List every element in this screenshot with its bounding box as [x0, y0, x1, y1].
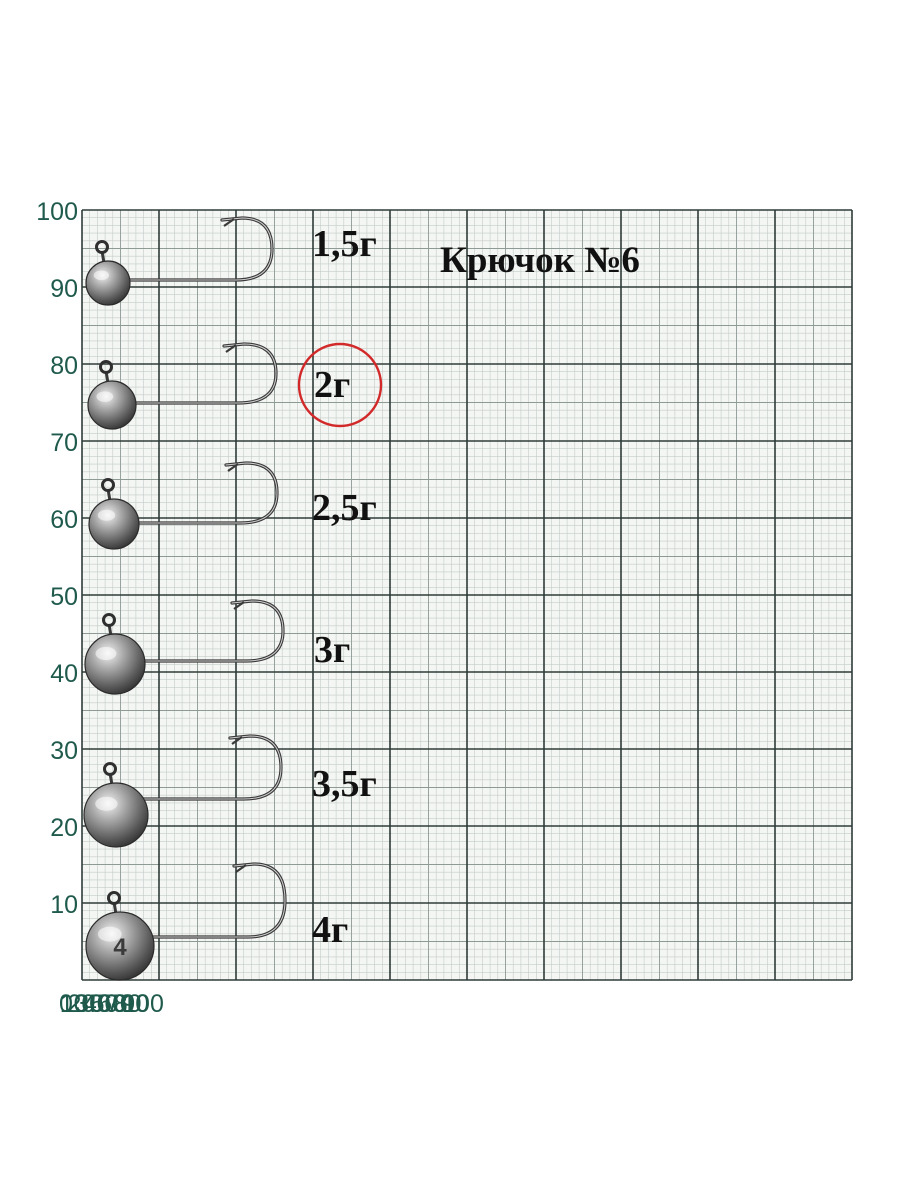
hook-wire-highlight: [115, 735, 282, 800]
lead-head: [85, 260, 131, 306]
jig-heads: 1,5г 2г 2,5г 3г 3,5г 4 4г: [83, 216, 383, 981]
lead-head: [84, 633, 146, 695]
weight-label: 3,5г: [312, 763, 377, 805]
weight-label: 4г: [312, 909, 348, 951]
x-tick-label: 10: [60, 990, 88, 1018]
highlight-circle: [297, 342, 383, 428]
weight-label: 3г: [314, 629, 350, 671]
eyelet-ring: [107, 891, 121, 905]
y-tick-label: 90: [50, 275, 78, 303]
y-tick-label: 100: [36, 198, 78, 226]
y-tick-label: 60: [50, 506, 78, 534]
x-tick-label: 40: [83, 990, 111, 1018]
jig-head-1: 1,5г: [85, 216, 377, 306]
x-tick-label: 70: [106, 990, 134, 1018]
jig-head-6: 4 4г: [85, 862, 348, 981]
eyelet-ring: [101, 478, 115, 492]
hook-barb: [233, 601, 245, 610]
weight-label: 2г: [314, 364, 350, 406]
hook-wire-highlight: [114, 600, 284, 662]
y-tick-label: 70: [50, 429, 78, 457]
lead-head: [88, 498, 140, 550]
weight-label: 2,5г: [312, 487, 377, 529]
jig-head-3: 2,5г: [88, 461, 377, 550]
x-tick-label: 30: [75, 990, 103, 1018]
jig-head-2: 2г: [87, 342, 383, 430]
hook-barb: [231, 736, 243, 745]
hook-wire-highlight: [119, 863, 286, 938]
lead-head-shine: [97, 926, 122, 942]
y-tick-label: 50: [50, 583, 78, 611]
lead-head-shine: [95, 796, 118, 811]
x-tick-label: 20: [67, 990, 95, 1018]
x-tick-label: 80: [114, 990, 142, 1018]
hook-size-title: Крючок №6: [440, 240, 640, 281]
eyelet-ring: [95, 240, 109, 254]
hook-barb: [225, 344, 237, 353]
hook-wire-highlight: [111, 343, 277, 404]
hook-barb: [235, 864, 247, 873]
x-tick-label: 60: [98, 990, 126, 1018]
hook-wire-highlight: [107, 217, 273, 281]
y-tick-label: 30: [50, 737, 78, 765]
graph-paper: [81, 209, 853, 981]
lead-head-shine: [93, 270, 110, 281]
eyelet-ring: [99, 360, 113, 374]
lead-head: [83, 782, 149, 848]
lead-head-shine: [97, 509, 116, 521]
lead-head-shine: [95, 646, 117, 661]
y-tick-label: 10: [50, 891, 78, 919]
x-tick-label: 0: [59, 990, 73, 1018]
weight-label: 1,5г: [312, 223, 377, 265]
y-tick-label: 20: [50, 814, 78, 842]
lead-head: [87, 380, 137, 430]
head-mark: 4: [113, 934, 127, 961]
hook-barb: [227, 463, 239, 472]
x-tick-label: 50: [91, 990, 119, 1018]
y-tick-label: 80: [50, 352, 78, 380]
eyelet-ring: [102, 613, 116, 627]
x-tick-label: 100: [122, 990, 164, 1018]
x-tick-label: 90: [121, 990, 149, 1018]
hook-wire-highlight: [113, 462, 278, 524]
y-tick-label: 40: [50, 660, 78, 688]
hook-barb: [223, 218, 235, 227]
jig-head-4: 3г: [84, 599, 350, 695]
eyelet-ring: [103, 762, 117, 776]
grid-major-lines: [81, 209, 853, 981]
jig-head-5: 3,5г: [83, 734, 377, 848]
y-axis-tick-labels: 10 20 30 40 50 60 70 80 90 100: [36, 198, 78, 919]
lead-head-shine: [96, 391, 114, 402]
